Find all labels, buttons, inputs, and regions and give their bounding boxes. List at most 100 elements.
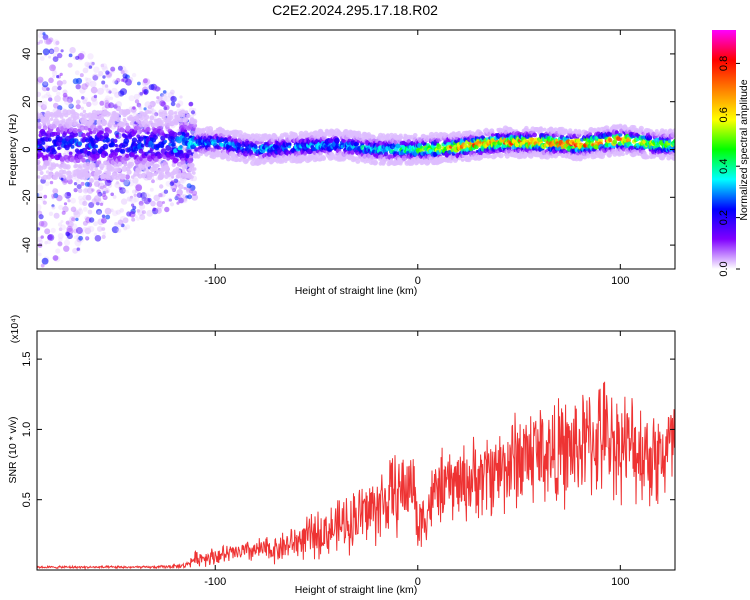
- spectrogram-point: [44, 241, 48, 245]
- spectrogram-point: [115, 116, 121, 123]
- spectrogram-point: [66, 225, 73, 232]
- spectrogram-point: [89, 61, 95, 67]
- spectrogram-point: [61, 210, 66, 215]
- spectrogram-point: [73, 182, 78, 186]
- spectrogram-point: [122, 178, 129, 186]
- spectrogram-point: [135, 119, 139, 123]
- spectrogram-point: [139, 214, 146, 221]
- spectrogram-point: [68, 103, 74, 109]
- spectrogram-point: [45, 91, 51, 96]
- spectrogram-point: [45, 38, 52, 45]
- spectrogram-point: [79, 73, 84, 78]
- spectrogram-point: [135, 186, 142, 192]
- spectrogram-point: [73, 211, 81, 218]
- spectrogram-point: [94, 194, 102, 202]
- spectrogram-point: [55, 163, 59, 167]
- spectrogram-point: [168, 109, 174, 116]
- spectrogram-point: [92, 75, 99, 81]
- spectrogram-point: [86, 166, 90, 171]
- spectrogram-point: [159, 184, 164, 189]
- snr-x-label: Height of straight line (km): [295, 584, 418, 596]
- spectrogram-point: [71, 217, 76, 222]
- spectrogram-point: [101, 187, 109, 195]
- spectrogram-point: [52, 68, 57, 73]
- snr-multiplier: (x10⁴): [9, 315, 21, 343]
- spectrogram-point: [120, 198, 128, 205]
- spectrogram-point: [43, 93, 49, 99]
- spectrogram-point: [75, 99, 81, 105]
- spectrogram-point: [157, 153, 163, 159]
- spectrogram-point: [648, 136, 653, 140]
- spectrogram-point: [115, 77, 121, 83]
- spectrogram-point: [131, 203, 135, 207]
- spectrogram-point: [113, 123, 117, 128]
- snr-y-label: SNR (10 * v/v): [7, 416, 19, 483]
- spectrogram-point: [192, 123, 198, 129]
- spectrogram-point: [159, 171, 165, 178]
- spectrogram-point: [62, 169, 67, 175]
- spectrogram-point: [39, 39, 43, 44]
- snr-y-tick-label: 1.5: [21, 351, 33, 366]
- spectrogram-point: [79, 165, 83, 169]
- spectrogram-point: [148, 84, 155, 91]
- spectrogram-point: [139, 107, 143, 111]
- spectrogram-point: [125, 125, 131, 132]
- spectrogram-point: [51, 149, 57, 155]
- spectrogram-point: [106, 88, 112, 94]
- spectrogram-point: [149, 100, 156, 108]
- spectrogram-point: [66, 170, 72, 176]
- spectrogram-point: [161, 92, 166, 97]
- spectrogram-point: [97, 182, 105, 190]
- spectrogram-point: [118, 134, 122, 138]
- spectrogram-point: [93, 196, 100, 203]
- spectrogram-point: [99, 130, 104, 135]
- spectrogram-point: [120, 78, 124, 82]
- spectrogram-point: [141, 172, 147, 178]
- spectrogram-point: [166, 156, 171, 161]
- spectrogram-point: [79, 50, 86, 57]
- spectrogram-point: [188, 101, 194, 107]
- spectrogram-point: [117, 219, 124, 226]
- spectrogram-point: [84, 61, 90, 68]
- spectrogram-point: [74, 239, 82, 247]
- spectrogram-point: [159, 205, 164, 209]
- spectrogram-point: [43, 81, 48, 86]
- spectrogram-point: [133, 196, 140, 203]
- spectrogram-point: [72, 127, 79, 134]
- spectrogram-point: [48, 55, 52, 59]
- spectrogram-point: [130, 208, 136, 215]
- spectrogram-point: [56, 194, 63, 202]
- spectrogram-point: [75, 217, 79, 222]
- spectrogram-point: [140, 143, 145, 148]
- spectrogram-point: [67, 199, 71, 203]
- spectrogram-point: [42, 200, 47, 205]
- spectrogram-point: [101, 214, 106, 219]
- spectrogram-point: [153, 172, 158, 177]
- spectrogram-point: [151, 179, 155, 184]
- spectrogram-point: [139, 92, 143, 96]
- spectrogram-point: [96, 208, 102, 215]
- spectrogram-point: [138, 200, 144, 206]
- spectrogram-point: [102, 75, 106, 79]
- spectrogram-point: [119, 187, 126, 194]
- spectrogram-point: [84, 181, 90, 187]
- spectrogram-point: [84, 97, 88, 102]
- spectrogram-point: [532, 132, 537, 138]
- spectrogram-point: [115, 134, 119, 138]
- spectrogram-point: [50, 227, 56, 233]
- spectrogram-point: [163, 189, 169, 194]
- spectrogram-point: [84, 215, 89, 221]
- spectrogram-point: [57, 85, 62, 91]
- spectrogram-point: [70, 145, 75, 149]
- spectrogram-point: [153, 194, 160, 202]
- spectrogram-point: [267, 133, 271, 137]
- spectrogram-point: [88, 217, 95, 223]
- spectrogram-point: [175, 103, 181, 108]
- spectrogram-point: [66, 233, 73, 240]
- spectrogram-y-tick-label: -20: [21, 189, 33, 205]
- spectrogram-point: [84, 227, 92, 235]
- spectrogram-point: [132, 189, 137, 194]
- spectrogram-point: [70, 197, 76, 204]
- spectrogram-point: [37, 91, 42, 97]
- spectrogram-point: [49, 64, 56, 72]
